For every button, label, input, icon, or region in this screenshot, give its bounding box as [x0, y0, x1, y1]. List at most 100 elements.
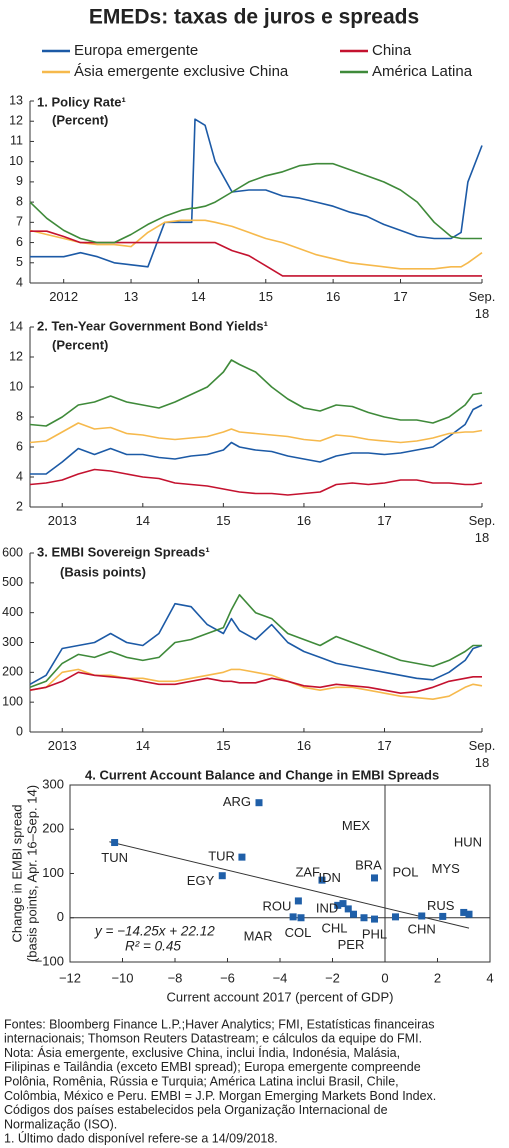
x-tick-label: 16	[296, 738, 312, 753]
x-tick-label: 15	[216, 738, 231, 753]
y-tick-label: 14	[9, 319, 23, 333]
footnote: Polônia, Romênia, Rússia e Turquia; Amér…	[4, 1074, 399, 1088]
panel-title: 1. Policy Rate¹	[37, 94, 126, 109]
y-tick-label: 11	[10, 134, 23, 148]
y-axis-label: (basis points, Apr. 16–Sep. 14)	[24, 785, 39, 962]
x-tick-label: 14	[135, 738, 151, 753]
x-tick-label: −10	[111, 970, 133, 985]
scatter-point	[439, 912, 447, 920]
x-tick-label: 13	[123, 289, 139, 304]
footnote: Filipinas e Tailândia (exceto EMBI sprea…	[4, 1060, 421, 1074]
scatter-point	[318, 876, 326, 884]
panel-subtitle: (Percent)	[52, 337, 108, 352]
trend-line	[109, 841, 470, 929]
legend-label: América Latina	[372, 63, 473, 80]
y-tick-label: 300	[42, 776, 64, 791]
scatter-point	[334, 901, 342, 909]
x-tick-label: 2	[434, 970, 441, 985]
point-label: MEX	[342, 818, 371, 833]
scatter-point	[371, 874, 378, 882]
y-tick-label: 5	[16, 255, 23, 269]
point-label: IND	[316, 900, 338, 915]
x-tick-label: 16	[296, 513, 312, 528]
footnote: 1. Último dado disponível refere-se a 14…	[4, 1131, 278, 1146]
scatter-point	[111, 839, 119, 847]
point-label: POL	[392, 864, 418, 879]
scatter-point	[371, 915, 378, 923]
y-tick-label: 0	[16, 724, 23, 738]
y-tick-label: 13	[9, 93, 23, 107]
y-tick-label: 4	[16, 275, 23, 289]
x-tick-label: Sep. 18	[468, 738, 496, 770]
series-line	[29, 359, 483, 427]
y-tick-label: −100	[35, 953, 64, 968]
y-tick-label: 4	[16, 469, 23, 483]
y-tick-label: 300	[2, 635, 23, 649]
point-label: PER	[338, 937, 365, 952]
scatter-point	[339, 900, 347, 908]
x-tick-label: 17	[393, 289, 408, 304]
scatter-point	[255, 799, 263, 807]
series-line	[29, 468, 483, 496]
scatter-point	[238, 853, 246, 861]
panel-subtitle: (Percent)	[52, 112, 108, 127]
panel-title: 4. Current Account Balance and Change in…	[85, 767, 439, 782]
y-tick-label: 10	[9, 154, 23, 168]
x-tick-label: −6	[220, 970, 235, 985]
scatter-point	[344, 905, 352, 913]
series-line	[29, 671, 482, 694]
series-line	[29, 602, 483, 685]
y-tick-label: 200	[2, 665, 23, 679]
series-line	[29, 594, 482, 689]
scatter-point	[218, 872, 226, 880]
legend-label: China	[372, 42, 412, 59]
scatter-point	[289, 913, 297, 921]
series-line	[29, 162, 482, 244]
annotation: R² = 0.45	[125, 939, 181, 954]
series-line	[29, 219, 483, 270]
panel-title: 3. EMBI Sovereign Spreads¹	[37, 544, 210, 559]
scatter-point	[418, 912, 426, 920]
x-tick-label: 17	[377, 513, 392, 528]
y-tick-label: 0	[57, 909, 64, 924]
point-label: HUN	[454, 835, 482, 850]
point-label: ARG	[223, 794, 251, 809]
point-label: IDN	[319, 870, 341, 885]
footnote: Colômbia, México e Peru. EMBI = J.P. Mor…	[4, 1089, 436, 1103]
y-tick-label: 400	[2, 605, 23, 619]
y-tick-label: 10	[9, 379, 23, 393]
x-tick-label: 15	[258, 289, 273, 304]
point-label: CHN	[408, 921, 436, 936]
scatter-point	[392, 913, 399, 921]
y-tick-label: 500	[2, 575, 23, 589]
y-axis-label: Change in EMBI spread	[9, 804, 24, 942]
point-label: ROU	[262, 898, 291, 913]
page-title: EMEDs: taxas de juros e spreads	[89, 6, 419, 29]
x-tick-label: 4	[486, 970, 493, 985]
footnote: Códigos dos países estabelecidos pela Or…	[4, 1103, 388, 1117]
point-label: MYS	[432, 861, 461, 876]
y-tick-label: 7	[16, 215, 23, 229]
y-tick-label: 9	[16, 174, 23, 188]
y-tick-label: 6	[16, 439, 23, 453]
point-label: MAR	[244, 928, 273, 943]
point-label: EGY	[187, 873, 215, 888]
x-tick-label: 2013	[47, 738, 77, 753]
point-label: CHL	[321, 921, 347, 936]
panel-title: 2. Ten-Year Government Bond Yields¹	[37, 318, 268, 333]
x-tick-label: −12	[59, 970, 81, 985]
point-label: RUS	[427, 898, 455, 913]
y-tick-label: 8	[16, 194, 23, 208]
footnote: Nota: Ásia emergente, exclusive China, i…	[4, 1045, 400, 1060]
scatter-point	[350, 910, 357, 918]
series-line	[29, 668, 483, 700]
legend-label: Europa emergente	[74, 42, 198, 59]
scatter-point	[460, 908, 468, 916]
x-tick-label: Sep. 18	[468, 289, 496, 321]
x-tick-label: 17	[377, 738, 392, 753]
y-tick-label: 2	[16, 499, 23, 513]
footnote: Normalização (ISO).	[4, 1117, 117, 1131]
y-tick-label: 100	[2, 694, 23, 708]
